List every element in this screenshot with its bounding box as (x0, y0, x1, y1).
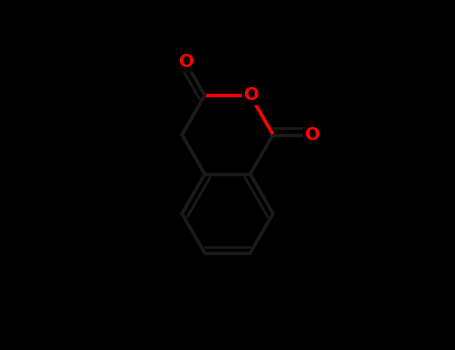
Text: O: O (243, 86, 258, 104)
Text: O: O (178, 53, 193, 71)
Text: O: O (304, 126, 319, 144)
